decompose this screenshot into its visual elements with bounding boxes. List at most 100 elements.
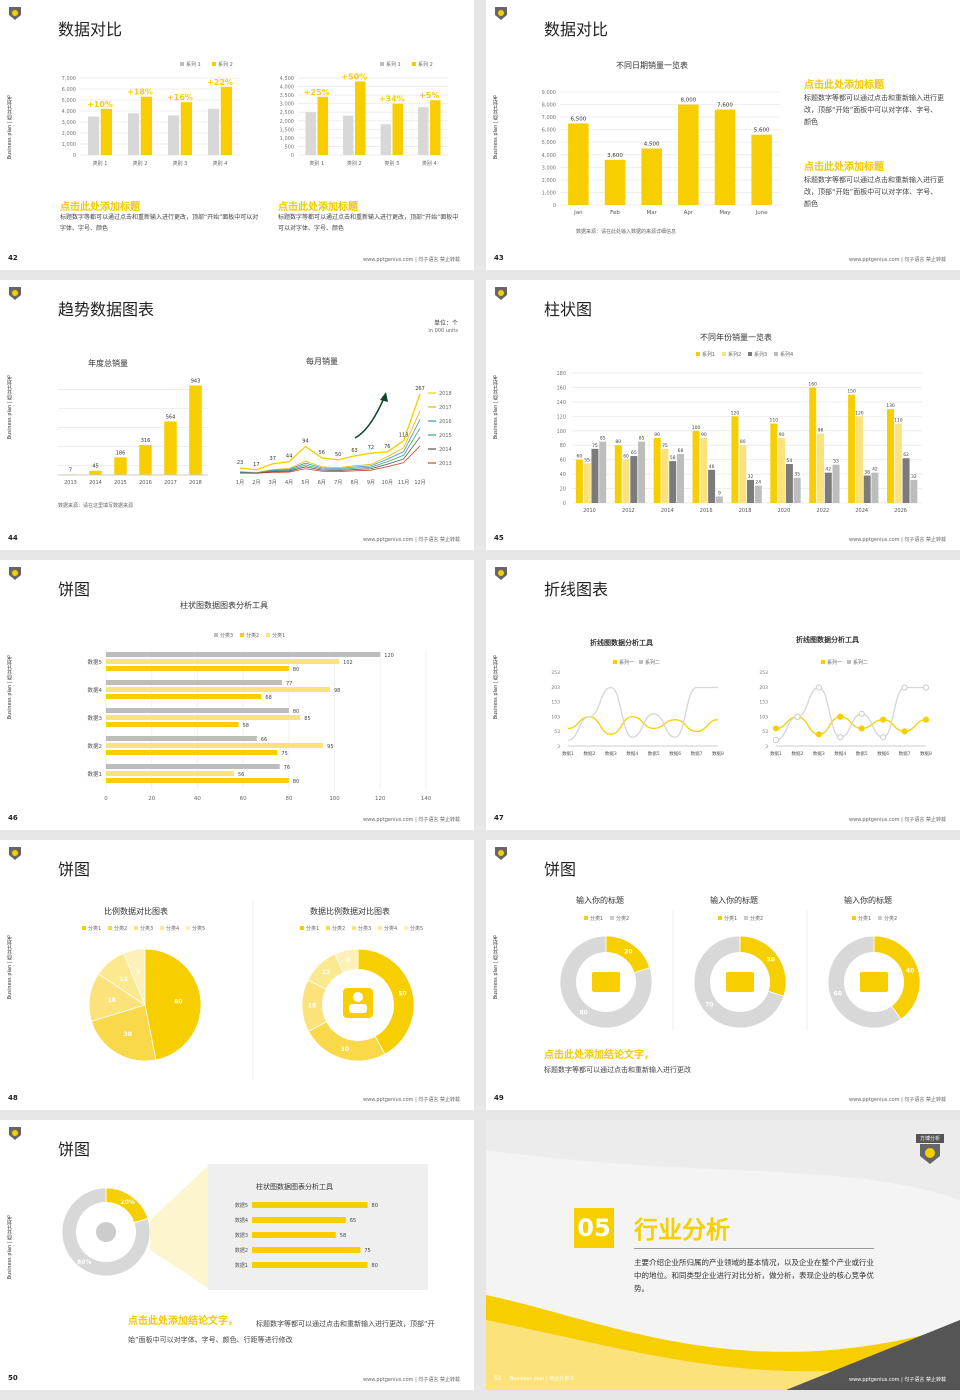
data-label: 564	[166, 414, 176, 420]
x-tick-label: 40	[194, 796, 201, 802]
y-tick-label: 180	[556, 371, 566, 377]
slide-49[interactable]: 饼图 Business plan | 商业计划书 输入你的标题 输入你的标题 输…	[486, 840, 960, 1110]
page-number: 49	[494, 1094, 504, 1102]
team-icon	[860, 972, 888, 992]
page-title: 数据对比	[58, 20, 123, 39]
y-tick-label: 2,500	[280, 110, 294, 116]
legend-label: 系列二	[645, 659, 660, 666]
shield-logo-icon	[9, 287, 21, 300]
legend-swatch	[404, 926, 408, 930]
slide-50[interactable]: 饼图 Business plan | 商业计划书 柱状图数据图表分析工具 20%…	[0, 1120, 474, 1390]
slide-47[interactable]: 折线图表 Business plan | 商业计划书 折线图数据分析工具 折线图…	[486, 560, 960, 830]
connector-highlight	[150, 1166, 208, 1288]
bar	[106, 687, 330, 692]
legend-label: 分类2	[616, 915, 629, 922]
x-tick-label: 数据7	[899, 750, 911, 757]
bar	[751, 134, 772, 205]
growth-label: +50%	[341, 72, 367, 81]
legend-swatch	[847, 660, 851, 664]
page-number: 45	[494, 534, 504, 542]
section-body: 主要介绍企业所归属的产业领域的基本情况，以及企业在整个产业或行业中的地位。和同类…	[634, 1258, 874, 1293]
y-tick-label: 160	[556, 385, 566, 391]
y-tick-label: 3,000	[280, 102, 294, 108]
y-tick-label: 53	[554, 729, 560, 735]
legend-label: 分类2	[884, 915, 897, 922]
legend-label: 分类1	[272, 632, 285, 639]
headline-2: 点击此处添加标题	[278, 202, 358, 213]
chart-43: 0 1,000 2,000 3,000 4,000 5,000 6,000 7,000 8,00…	[542, 90, 780, 216]
growth-label: +34%	[379, 95, 405, 104]
slice-label: 30	[124, 1031, 132, 1038]
slice-label: 20%	[121, 1199, 135, 1206]
bar	[669, 461, 677, 503]
x-tick-label: 60	[240, 796, 247, 802]
data-point	[901, 728, 908, 735]
legend-label: 分类1	[88, 925, 101, 932]
bar	[824, 472, 832, 503]
y-tick-label: 数据5	[88, 658, 103, 666]
section-title: 行业分析	[634, 1216, 730, 1244]
x-tick-label: 10月	[382, 480, 393, 486]
legend-label: 系列二	[853, 659, 868, 666]
x-tick-label: 数据3	[813, 750, 825, 757]
y-tick-label: 数据3	[88, 714, 103, 722]
legend-label: 系列3	[754, 351, 767, 358]
data-label: 120	[855, 410, 864, 416]
y-tick-label: 3	[557, 744, 560, 750]
donut3-title: 输入你的标题	[844, 896, 892, 905]
y-tick-label: 4,000	[542, 153, 556, 159]
slice-label: 12	[120, 976, 128, 983]
shield-logo-icon	[9, 567, 21, 580]
data-label: 55	[584, 457, 590, 463]
shield-logo-icon	[495, 567, 507, 580]
data-label: 186	[116, 450, 126, 456]
slide-46[interactable]: 饼图 Business plan | 商业计划书 柱状图数据图表分析工具 0 20…	[0, 560, 474, 830]
slide-45[interactable]: 柱状图 Business plan | 商业计划书 不同年份销量一览表 0 20 4…	[486, 280, 960, 550]
shield-logo-icon	[495, 7, 507, 20]
divider	[634, 1248, 874, 1249]
data-label: 75	[281, 751, 287, 757]
data-label: 17	[253, 462, 259, 468]
conclusion-headline: 点击此处添加结论文字，	[544, 1050, 654, 1061]
page-title: 饼图	[58, 580, 91, 599]
slice-label: 80	[579, 1010, 587, 1017]
data-label: 85	[304, 716, 310, 722]
series-line	[239, 428, 421, 474]
bar	[355, 81, 366, 155]
bar	[678, 104, 699, 205]
page-number: 48	[8, 1094, 18, 1102]
slide-43[interactable]: 数据对比 Business plan | 商业计划书 不同日期销量一览表 0 1,…	[486, 0, 960, 270]
x-tick-label: 2018	[189, 480, 202, 486]
bar	[778, 438, 786, 503]
y-tick-label: 80	[560, 443, 566, 449]
shield-logo-icon	[9, 847, 21, 860]
page-number: 47	[494, 814, 504, 822]
bar	[106, 722, 239, 727]
slide-44[interactable]: 趋势数据图表 Business plan | 商业计划书 单位：个 in 000…	[0, 280, 474, 550]
page-title: 数据对比	[544, 20, 609, 39]
footer: www.pptgenius.com | 句子语言 禁止转载	[362, 817, 460, 823]
slide-51[interactable]: 方博分析 05 行业分析 主要介绍企业所归属的产业领域的基本情况，以及企业在整个…	[486, 1120, 960, 1390]
legend-swatch	[639, 660, 643, 664]
data-label: 85	[639, 436, 645, 442]
x-tick-label: 数据8	[920, 750, 932, 757]
slide-48[interactable]: 饼图 Business plan | 商业计划书 比例数据对比图表 数据比例数据…	[0, 840, 474, 1110]
growth-label: +16%	[167, 93, 193, 102]
data-label: 65	[350, 1218, 356, 1224]
x-tick-label: 数据8	[712, 750, 724, 757]
data-point	[922, 716, 930, 723]
legend-label: 分类3	[220, 632, 233, 639]
legend-label: 分类4	[384, 925, 397, 932]
y-tick-label: 3,000	[542, 165, 556, 171]
conclusion-headline: 点击此处添加结论文字，	[128, 1316, 238, 1327]
bar	[700, 438, 708, 503]
data-label: 110	[770, 418, 779, 424]
page-number: 43	[494, 254, 504, 262]
slide-42[interactable]: 数据对比 Business plan | 商业计划书 0 1,000 2,000 3,…	[0, 0, 474, 270]
footer: www.pptgenius.com | 句子语言 禁止转载	[362, 537, 460, 543]
chart-48: 分类1 分类2 分类3 分类4 分类5 分类1 分类2 分类3 分类4 分类5 60 30 18 12 8 5…	[82, 900, 423, 1080]
y-tick-label: 153	[551, 700, 560, 706]
bar	[910, 479, 918, 503]
legend-label: 系列2	[728, 351, 741, 358]
legend-label: 系列4	[780, 351, 793, 358]
